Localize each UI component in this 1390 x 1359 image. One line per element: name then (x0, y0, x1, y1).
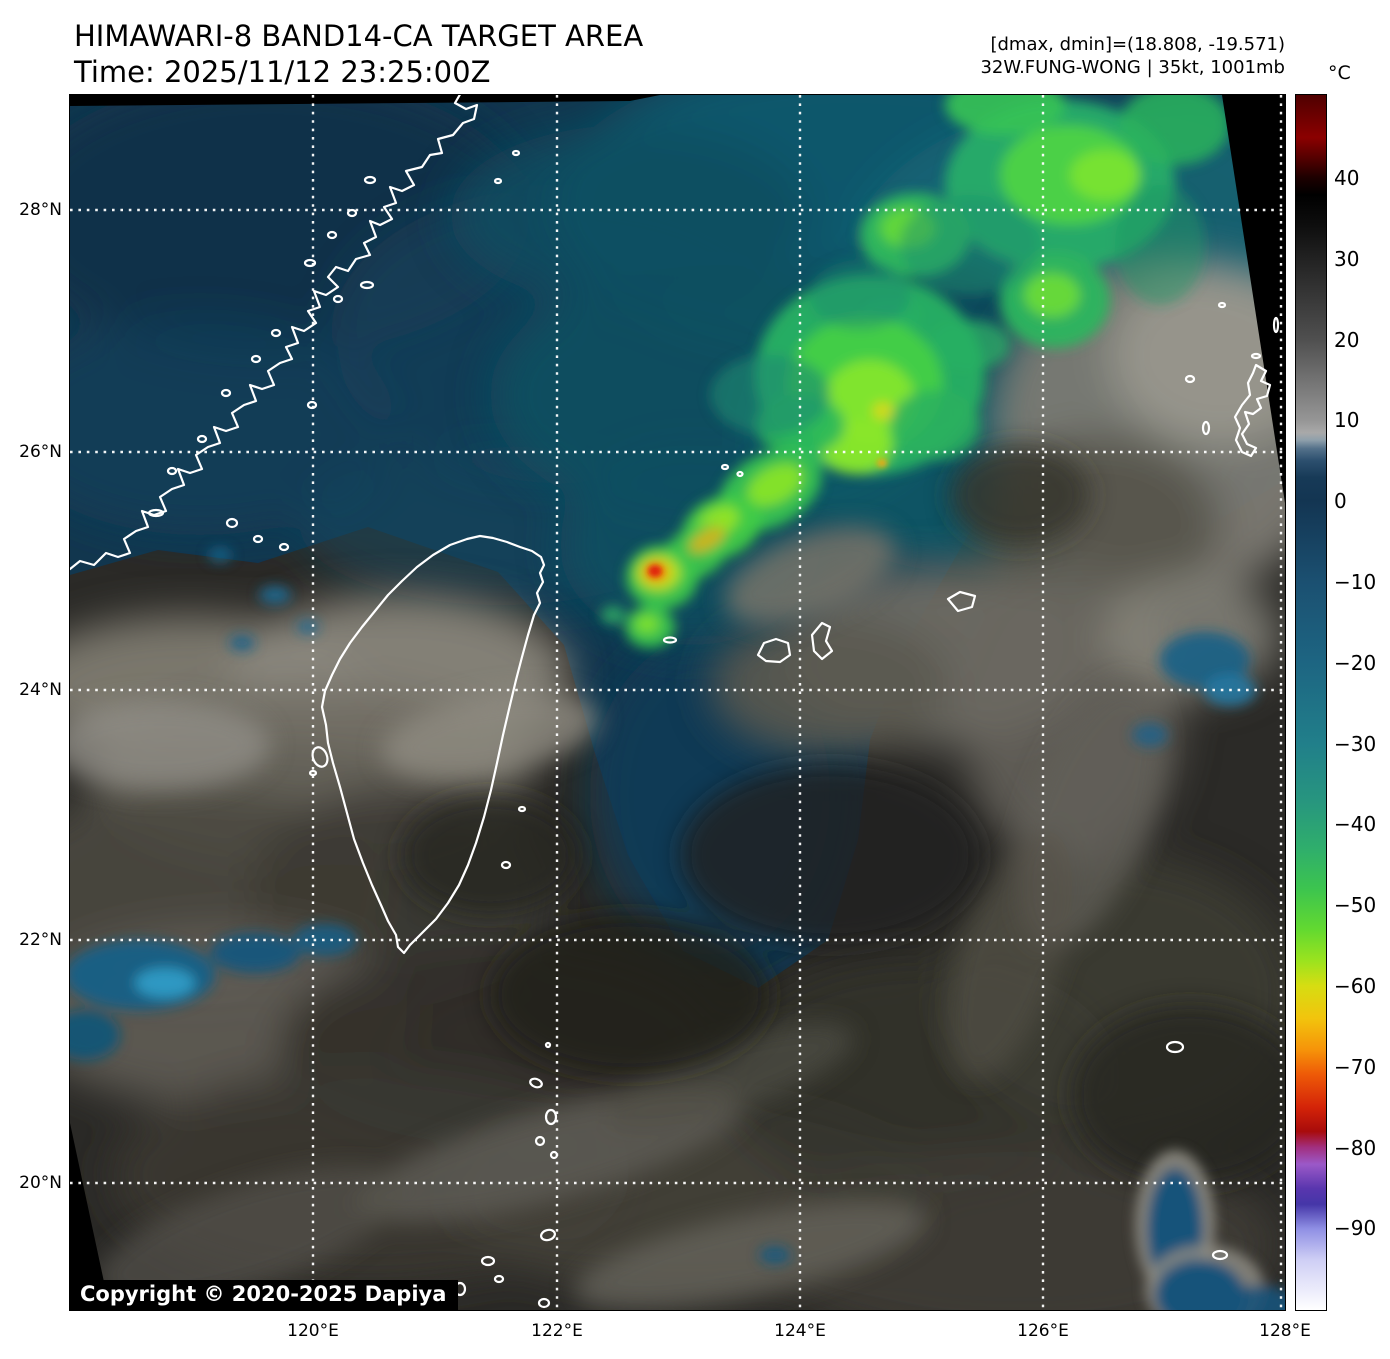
copyright-badge: Copyright © 2020-2025 Dapiya (70, 1280, 459, 1310)
lat-tick-label: 20°N (19, 1173, 62, 1193)
lon-tick-label: 122°E (531, 1321, 583, 1341)
lat-tick-label: 28°N (19, 200, 62, 220)
lat-tick-label: 26°N (19, 442, 62, 462)
satellite-imagery (70, 95, 1285, 1310)
china-coastline (70, 95, 479, 571)
colorbar-tick-label: 20 (1334, 328, 1360, 352)
satellite-map: Copyright © 2020-2025 Dapiya (69, 94, 1286, 1311)
colorbar-tick-label: −50 (1334, 893, 1377, 917)
ishigaki-island (810, 621, 834, 661)
taiwan-coastline (320, 534, 546, 955)
page-title: HIMAWARI-8 BAND14-CA TARGET AREA (74, 19, 644, 53)
colorbar-tick-label: −20 (1334, 651, 1377, 675)
dark-cloud-gaps (400, 445, 1285, 1185)
colorbar-tick-label: −80 (1334, 1136, 1377, 1160)
mid-level-cloud-patches (70, 548, 1285, 1310)
lon-tick-label: 126°E (1017, 1321, 1069, 1341)
lat-tick-label: 22°N (19, 930, 62, 950)
colorbar-tick-label: −40 (1334, 812, 1377, 836)
cloud-streaks (70, 526, 1164, 1310)
colorbar-tick-label: 40 (1334, 166, 1360, 190)
scan-edge-wedges (70, 95, 1285, 1310)
temperature-colorbar (1295, 94, 1327, 1311)
lon-tick-label: 120°E (287, 1321, 339, 1341)
okinawa-coastline (1233, 363, 1272, 458)
time-label: Time: 2025/11/12 23:25:00Z (74, 55, 491, 89)
iriomote-island (756, 637, 792, 664)
convective-cloud-blobs (601, 95, 1230, 648)
coastlines (70, 95, 1280, 1309)
colorbar-tick-label: −70 (1334, 1055, 1377, 1079)
storm-info-label: 32W.FUNG-WONG | 35kt, 1001mb (980, 57, 1285, 78)
range-info-label: [dmax, dmin]=(18.808, -19.571) (990, 34, 1285, 55)
colorbar-unit-label: °C (1328, 62, 1351, 84)
header-annotations: [dmax, dmin]=(18.808, -19.571) 32W.FUNG-… (980, 33, 1285, 79)
overshooting-top-core (648, 459, 887, 577)
colorbar-tick-label: −90 (1334, 1216, 1377, 1240)
lat-tick-label: 24°N (19, 680, 62, 700)
lon-tick-label: 128°E (1259, 1321, 1311, 1341)
colorbar-tick-label: 30 (1334, 247, 1360, 271)
colorbar-tick-label: 10 (1334, 408, 1360, 432)
colorbar-tick-label: −30 (1334, 732, 1377, 756)
colorbar-tick-label: −60 (1334, 974, 1377, 998)
colorbar-tick-label: −10 (1334, 570, 1377, 594)
colorbar-tick-label: 0 (1334, 489, 1347, 513)
graticule-gridlines (70, 95, 1285, 1310)
lon-tick-label: 124°E (774, 1321, 826, 1341)
miyako-island (946, 590, 977, 613)
